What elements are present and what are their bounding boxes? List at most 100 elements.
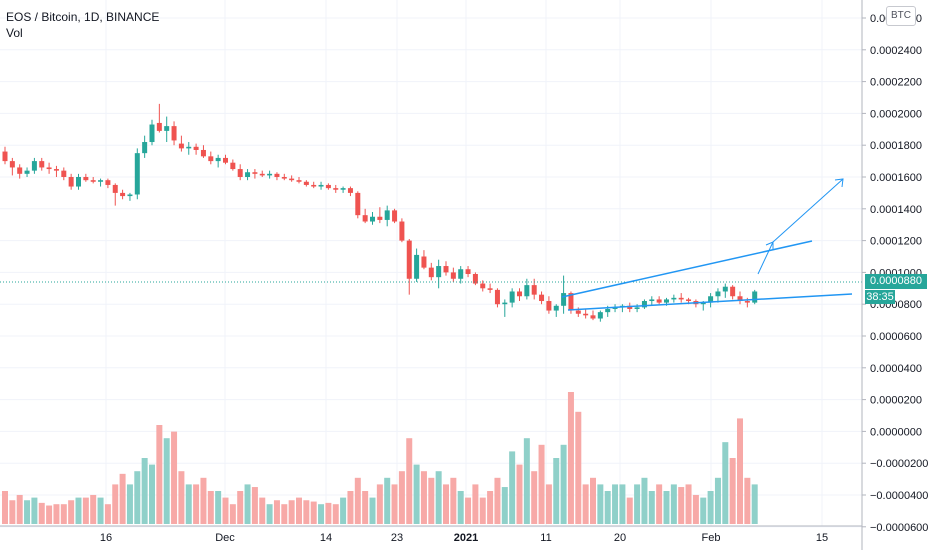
volume-bar [281, 504, 288, 524]
candle-body [46, 167, 52, 170]
candle-body [744, 301, 750, 303]
candle-body [164, 126, 170, 131]
volume-bar [75, 497, 82, 524]
volume-bar [538, 444, 545, 524]
candle-body [281, 177, 287, 179]
time-tick-label: Feb [702, 532, 721, 544]
candle-body [664, 299, 669, 303]
symbol-title[interactable]: EOS / Bitcoin, 1D, BINANCE [6, 10, 160, 24]
candle-body [171, 126, 177, 141]
candle-body [583, 313, 589, 316]
price-tick-label: 0.0000400 [870, 363, 922, 375]
candle-body [443, 266, 449, 273]
volume-bar [487, 491, 494, 524]
candle-body [730, 286, 736, 297]
volume-bar [68, 500, 75, 524]
volume-legend[interactable]: Vol [6, 26, 23, 40]
volume-bar [244, 484, 251, 524]
candle-body [715, 291, 721, 297]
volume-bar [737, 418, 743, 524]
price-axis[interactable]: 0.00026000.00024000.00022000.00020000.00… [862, 13, 928, 534]
candle-body [142, 142, 148, 154]
volume-bar [692, 494, 699, 524]
volume-bar [134, 471, 141, 524]
wedge-lower-line[interactable] [567, 293, 853, 311]
price-tick-label: 0.0001800 [870, 140, 922, 152]
candle-body [355, 192, 361, 216]
candle-body [722, 286, 728, 292]
candle-body [230, 162, 236, 170]
bar-countdown: 38:35 [865, 290, 895, 304]
candle-body [289, 178, 295, 181]
volume-bar [545, 484, 552, 524]
volume-bar [420, 471, 427, 524]
candle-body [384, 210, 390, 220]
volume-bar [509, 451, 516, 524]
volume-bar [251, 487, 258, 524]
candle-body [61, 170, 67, 177]
candle-body [458, 269, 464, 279]
candle-body [31, 161, 37, 171]
volume-bar [229, 504, 236, 524]
volume-bar [156, 425, 163, 524]
volume-bar [428, 477, 435, 524]
candle-body [105, 180, 111, 185]
volume-bar [112, 484, 119, 524]
currency-button[interactable]: BTC [886, 6, 916, 26]
candle-body [539, 294, 545, 302]
candle-body [590, 315, 596, 319]
volume-bar [215, 491, 222, 524]
volume-bar [744, 477, 751, 524]
volume-bar [729, 458, 736, 524]
volume-bar [472, 484, 479, 524]
volume-bar [222, 497, 229, 524]
volume-bar [663, 491, 670, 524]
candle-body [325, 184, 331, 189]
candle-body [605, 308, 611, 313]
volume-bar [16, 494, 23, 524]
volume-bars [2, 392, 758, 524]
candle-body [686, 299, 692, 302]
candle-body [546, 301, 552, 311]
volume-bar [553, 458, 560, 524]
price-tick-label: 0.0000200 [870, 395, 922, 407]
small-arrow-line[interactable] [757, 241, 774, 275]
volume-bar [347, 491, 354, 524]
volume-bar [82, 497, 89, 524]
volume-bar [296, 497, 302, 524]
volume-bar [273, 500, 280, 524]
volume-bar [619, 484, 626, 524]
candle-body [2, 151, 8, 162]
volume-bar [171, 431, 178, 524]
volume-bar [656, 484, 663, 524]
volume-bar [126, 484, 133, 524]
volume-bar [597, 484, 604, 524]
volume-bar [259, 497, 266, 524]
candle-body [17, 167, 23, 174]
candle-body [568, 293, 574, 311]
time-axis[interactable]: 16 Dec 14 23 2021 11 20 Feb 15 [100, 532, 828, 544]
candle-body [90, 180, 96, 182]
candle-body [83, 177, 89, 181]
volume-bar [714, 477, 721, 524]
volume-bar [391, 484, 398, 524]
candle-body [237, 169, 243, 177]
price-tick-label: −0.0000400 [870, 490, 928, 502]
volume-bar [2, 491, 8, 524]
time-tick-label: 11 [540, 532, 551, 544]
volume-bar [626, 497, 633, 524]
candle-body [178, 143, 184, 149]
candle-body [436, 266, 442, 278]
volume-bar [266, 504, 273, 524]
time-tick-label: 20 [614, 532, 626, 544]
volume-bar [376, 484, 383, 524]
volume-bar [523, 438, 530, 524]
trend-drawings[interactable] [561, 178, 853, 311]
volume-bar [362, 491, 369, 524]
volume-bar [575, 411, 582, 524]
volume-bar [398, 471, 405, 524]
candle-body [517, 291, 522, 297]
large-arrow-line[interactable] [772, 178, 844, 243]
wedge-upper-line[interactable] [561, 240, 813, 298]
